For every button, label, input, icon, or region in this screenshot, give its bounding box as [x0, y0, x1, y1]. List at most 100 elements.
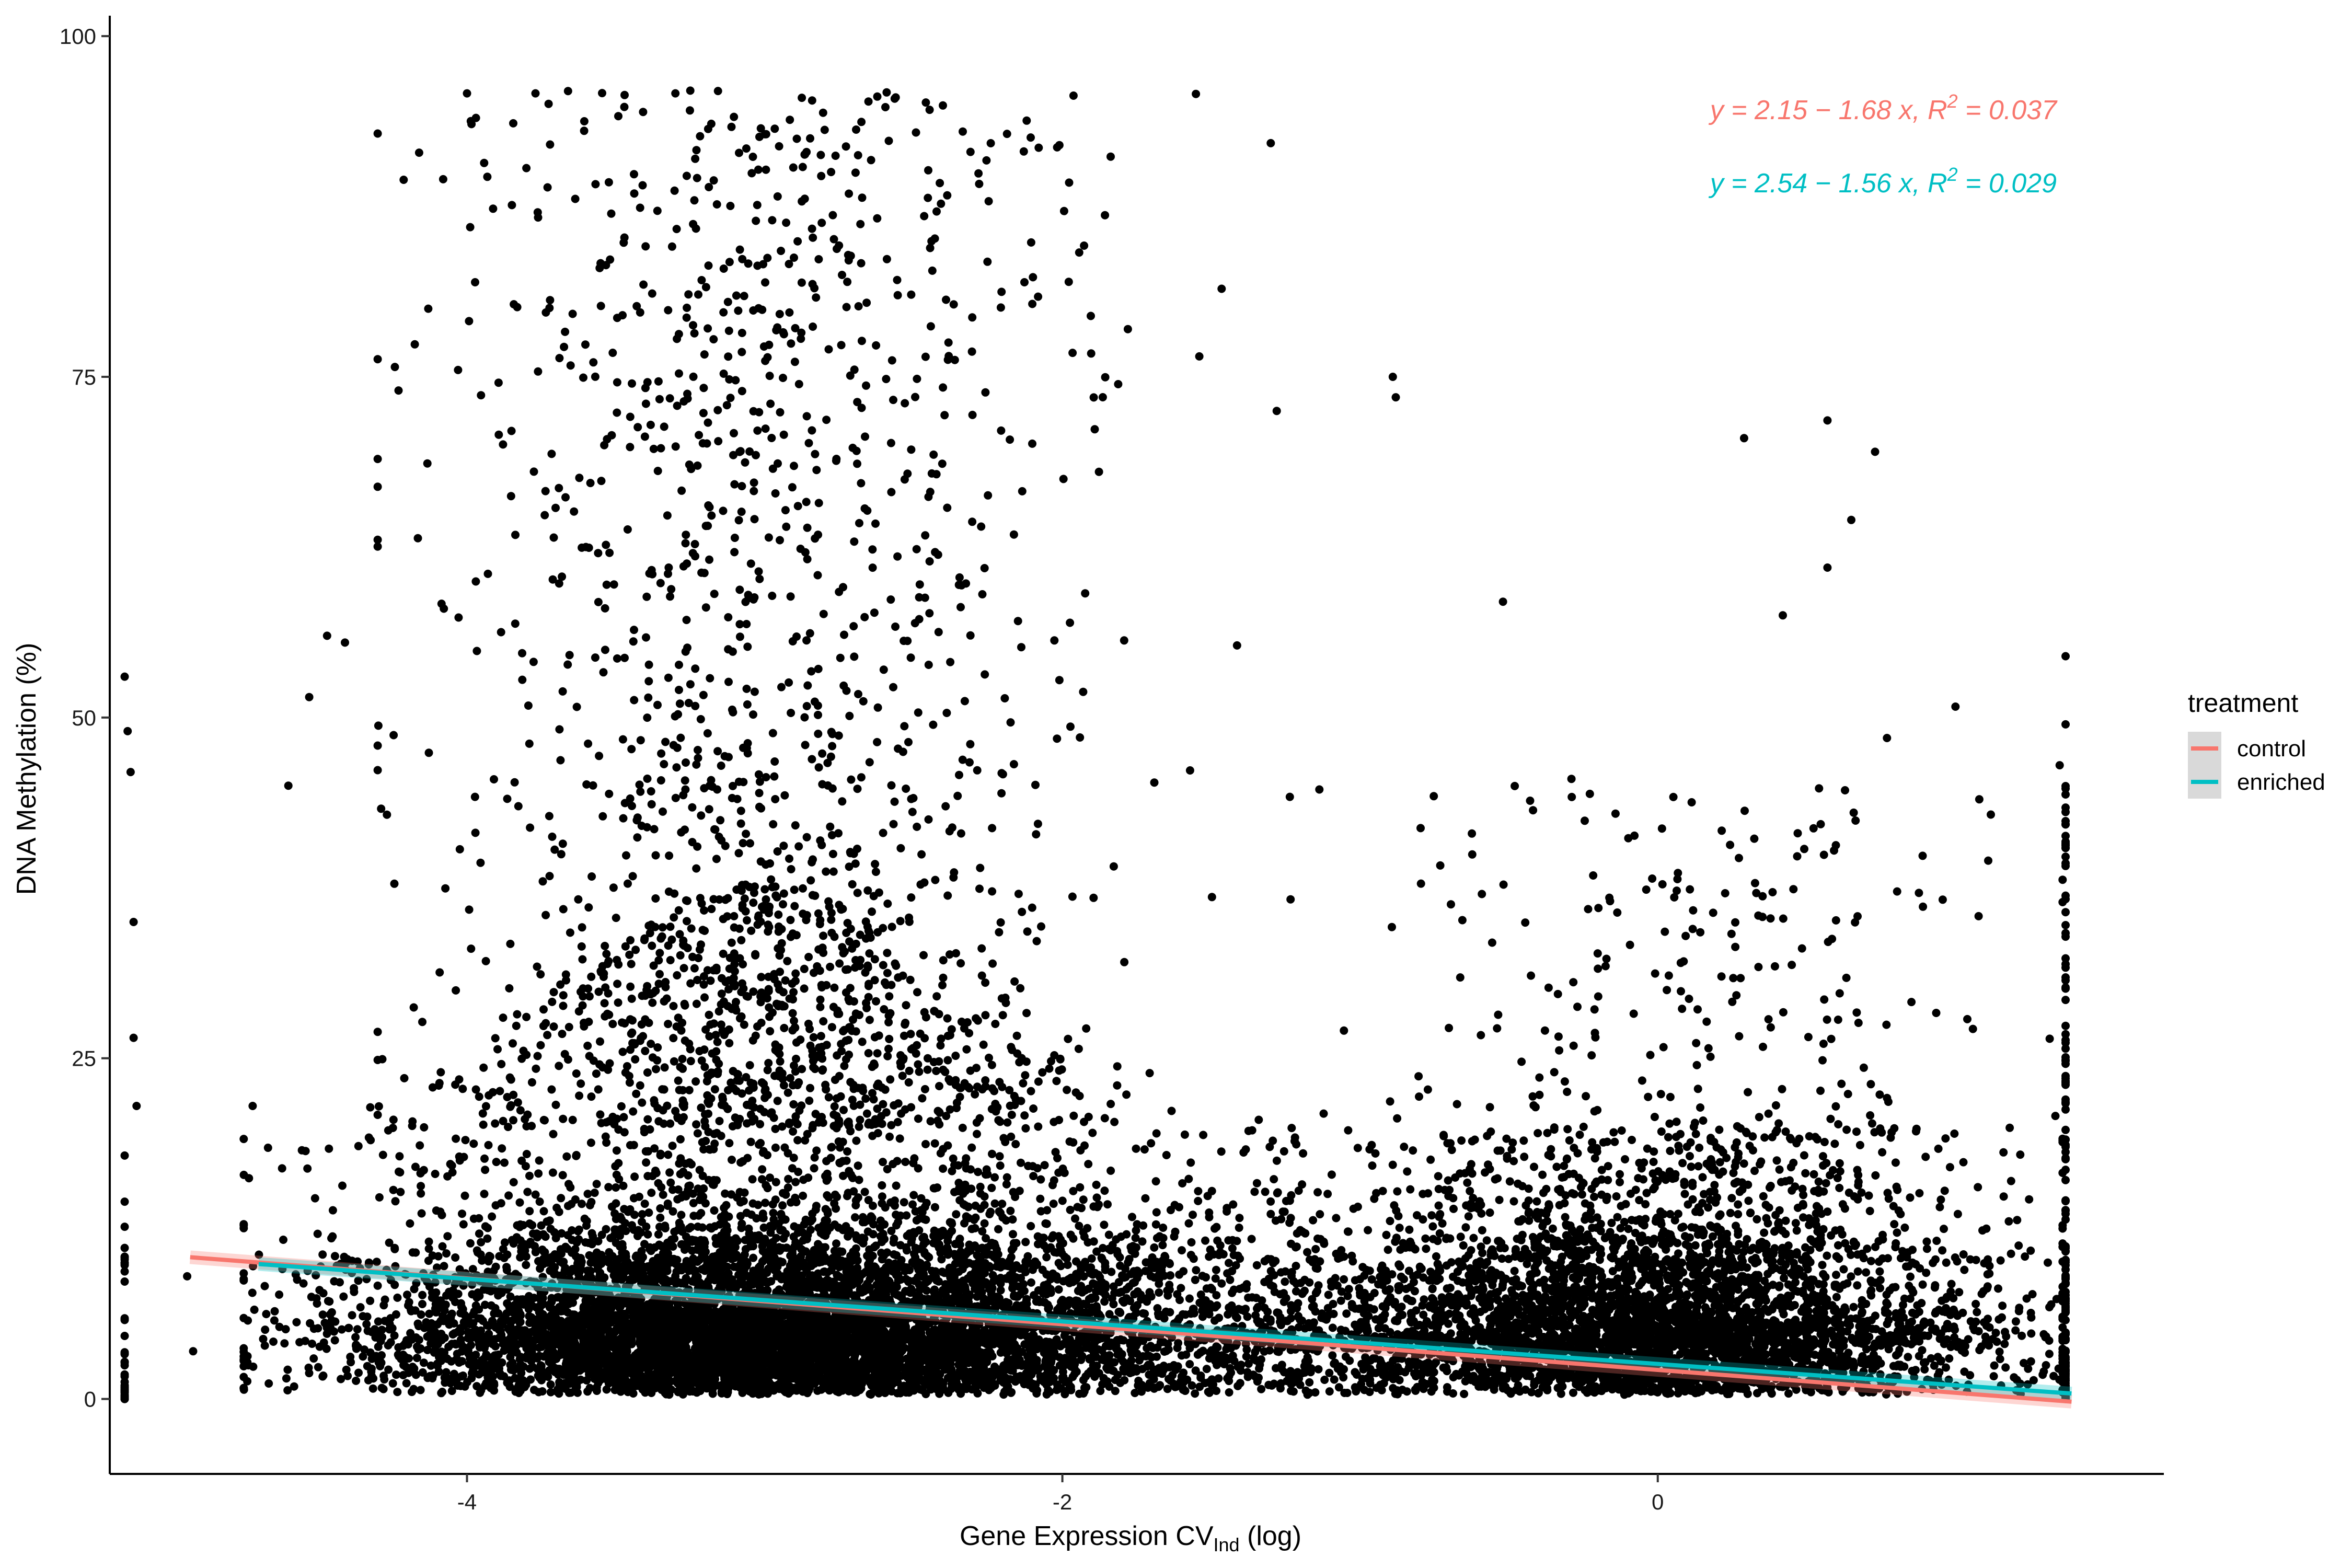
data-point	[359, 1312, 367, 1321]
data-point	[352, 1376, 361, 1385]
data-point	[1996, 1355, 2004, 1364]
data-point	[1959, 1250, 1968, 1259]
data-point	[239, 1373, 248, 1381]
data-point	[1198, 1272, 1207, 1281]
data-point	[1325, 1368, 1334, 1377]
data-point	[337, 1325, 346, 1334]
data-point	[557, 1194, 566, 1203]
data-point	[1340, 1275, 1348, 1284]
data-point	[1734, 1210, 1743, 1219]
data-point	[1890, 1220, 1899, 1229]
data-point	[402, 1379, 411, 1388]
data-point	[1296, 1380, 1305, 1389]
data-point	[554, 1365, 562, 1374]
data-point	[1971, 1299, 1980, 1308]
data-point	[1189, 1254, 1198, 1263]
data-point	[1328, 1323, 1337, 1332]
data-point	[360, 1345, 369, 1354]
data-point	[368, 1384, 377, 1393]
data-point	[1853, 1267, 1862, 1276]
data-point	[1009, 1230, 1017, 1239]
data-point	[1478, 1226, 1486, 1235]
data-point	[264, 1379, 273, 1388]
data-point	[1847, 1272, 1855, 1281]
data-point	[1485, 1208, 1494, 1217]
data-point	[1667, 1263, 1676, 1272]
data-point	[2027, 1329, 2036, 1338]
data-point	[1906, 1272, 1915, 1281]
data-point	[1995, 1347, 2004, 1356]
data-point	[262, 1310, 271, 1319]
data-point	[1266, 1266, 1275, 1275]
data-point	[2042, 1361, 2050, 1369]
data-point	[1116, 1378, 1125, 1387]
data-point	[1092, 1247, 1101, 1256]
data-point	[396, 1187, 405, 1196]
data-point	[1266, 1209, 1275, 1218]
data-point	[1177, 1351, 1186, 1360]
data-point	[1324, 1290, 1333, 1299]
data-point	[1818, 1261, 1827, 1270]
data-point	[865, 1245, 874, 1254]
data-point	[522, 1261, 531, 1270]
data-point	[413, 1319, 422, 1328]
data-point	[1225, 1259, 1233, 1267]
data-point	[1125, 1282, 1133, 1291]
data-point	[1103, 1200, 1112, 1209]
data-point	[1945, 1354, 1954, 1363]
data-point	[1882, 1390, 1890, 1399]
data-point	[1401, 1368, 1410, 1377]
data-point	[1612, 1192, 1621, 1201]
data-point	[447, 1387, 456, 1396]
data-point	[239, 1313, 248, 1322]
data-point	[412, 1354, 421, 1363]
data-point	[1343, 1227, 1352, 1236]
data-point	[418, 1300, 426, 1308]
data-point	[339, 1292, 348, 1301]
data-point	[1334, 1383, 1343, 1392]
data-point	[1405, 1225, 1414, 1234]
data-point	[260, 1282, 269, 1290]
data-point	[2045, 1350, 2054, 1358]
data-point	[546, 1380, 555, 1389]
data-point	[1449, 1389, 1457, 1398]
data-point	[619, 1181, 628, 1190]
data-point	[1942, 1258, 1951, 1267]
data-point	[1839, 1265, 1848, 1274]
data-point	[1504, 1254, 1513, 1263]
data-point	[1960, 1265, 1969, 1274]
data-point	[459, 1220, 468, 1229]
data-point	[1930, 1361, 1939, 1370]
data-point	[736, 1212, 745, 1220]
data-point	[967, 1225, 976, 1233]
data-point	[1989, 1372, 1998, 1381]
data-point	[1348, 1302, 1356, 1311]
data-point	[2000, 1340, 2009, 1348]
data-point	[1228, 1244, 1237, 1253]
data-point	[1098, 1380, 1107, 1389]
data-point	[330, 1252, 339, 1261]
data-point	[538, 1273, 547, 1282]
data-point	[354, 1368, 363, 1377]
data-point	[481, 1166, 490, 1174]
data-point	[344, 1323, 353, 1332]
data-point	[1328, 1351, 1337, 1360]
data-point	[1185, 1294, 1194, 1303]
data-point	[1225, 1388, 1233, 1397]
data-point	[987, 1183, 996, 1192]
data-point	[468, 1280, 477, 1289]
data-point	[346, 1353, 355, 1361]
data-point	[1344, 1285, 1353, 1294]
data-point	[771, 1178, 780, 1186]
data-point	[1985, 1341, 1993, 1350]
data-point	[1459, 1241, 1468, 1250]
data-point	[466, 1239, 475, 1248]
data-point	[1795, 1265, 1804, 1274]
data-point	[1242, 1352, 1251, 1361]
data-point	[1021, 1238, 1030, 1247]
data-point	[1233, 1381, 1242, 1390]
data-point	[309, 1354, 318, 1363]
data-point	[362, 1320, 371, 1329]
data-point	[1564, 1321, 1573, 1330]
